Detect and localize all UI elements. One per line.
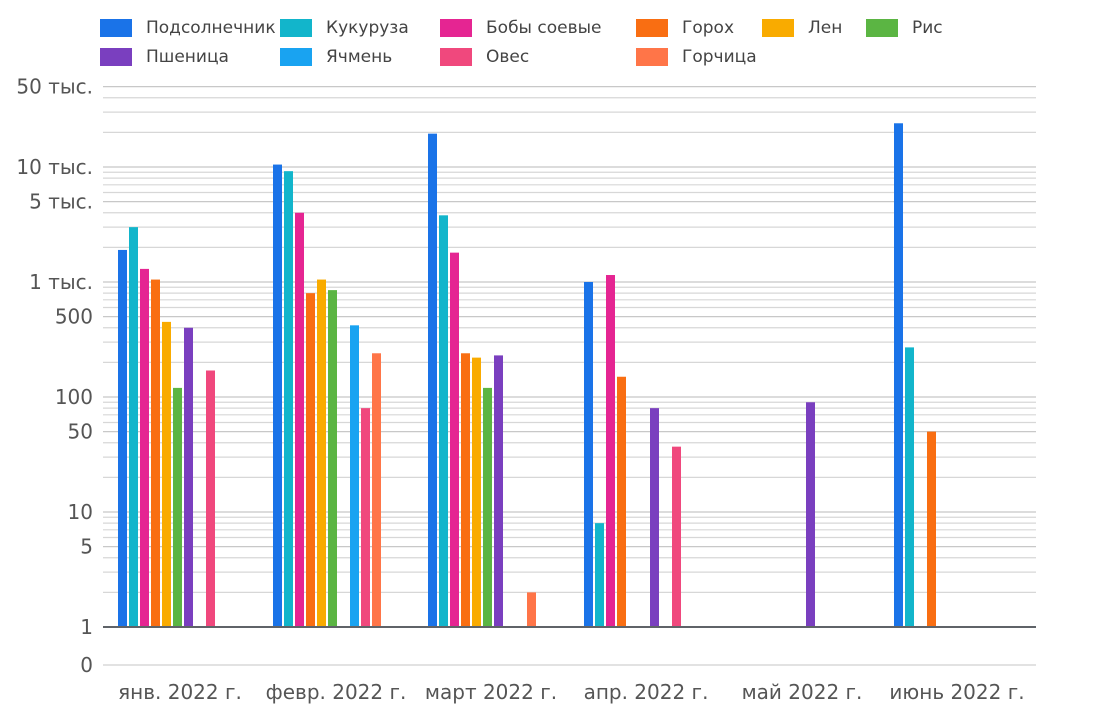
legend-label: Горчица: [682, 47, 757, 67]
legend-swatch: [280, 48, 312, 66]
bar-Кукуруза-апр. 2022 г.: [595, 523, 604, 627]
bar-Пшеница-апр. 2022 г.: [650, 408, 659, 627]
y-tick-label: 1 тыс.: [29, 270, 93, 294]
legend-item: Пшеница: [100, 47, 229, 67]
bar-Овес-февр. 2022 г.: [361, 408, 370, 627]
legend-swatch: [440, 48, 472, 66]
bar-Бобы соевые-февр. 2022 г.: [295, 212, 304, 627]
legend-label: Лен: [808, 18, 843, 38]
bar-Ячмень-февр. 2022 г.: [350, 325, 359, 627]
x-tick-label: май 2022 г.: [742, 680, 863, 704]
bar-Рис-янв. 2022 г.: [173, 387, 182, 627]
bar-Подсолнечник-июнь 2022 г.: [894, 123, 903, 628]
bar-Пшеница-май 2022 г.: [806, 402, 815, 627]
x-tick-label: апр. 2022 г.: [584, 680, 709, 704]
y-tick-label: 500: [55, 305, 93, 329]
bar-Горох-июнь 2022 г.: [927, 431, 936, 627]
bar-Горох-февр. 2022 г.: [306, 293, 315, 627]
y-tick-label: 100: [55, 385, 93, 409]
bar-Пшеница-янв. 2022 г.: [184, 327, 193, 627]
legend-item: Горох: [636, 18, 734, 38]
x-tick-label: июнь 2022 г.: [889, 680, 1024, 704]
bar-Овес-янв. 2022 г.: [206, 370, 215, 627]
bar-Подсолнечник-янв. 2022 г.: [118, 249, 127, 627]
legend-swatch: [280, 19, 312, 37]
bar-Горох-апр. 2022 г.: [617, 376, 626, 627]
legend-item: Рис: [866, 18, 943, 38]
bar-Лен-февр. 2022 г.: [317, 279, 326, 627]
y-tick-label: 10 тыс.: [16, 155, 93, 179]
bar-Горчица-февр. 2022 г.: [372, 353, 381, 627]
bar-Кукуруза-февр. 2022 г.: [284, 171, 293, 627]
bar-Лен-янв. 2022 г.: [162, 321, 171, 627]
legend-label: Горох: [682, 18, 735, 38]
x-tick-label: февр. 2022 г.: [266, 680, 407, 704]
y-tick-label: 5 тыс.: [29, 190, 93, 214]
bar-Лен-март 2022 г.: [472, 357, 481, 627]
y-tick-label: 5: [80, 535, 93, 559]
legend-item: Лен: [762, 18, 842, 38]
legend-item: Бобы соевые: [440, 18, 601, 38]
legend-item: Подсолнечник: [100, 18, 276, 38]
legend-item: Горчица: [636, 47, 757, 67]
legend-swatch: [100, 48, 132, 66]
legend-swatch: [762, 19, 794, 37]
x-tick-label: март 2022 г.: [425, 680, 557, 704]
legend-label: Ячмень: [326, 47, 393, 67]
bar-Горчица-март 2022 г.: [527, 592, 536, 627]
bar-Рис-февр. 2022 г.: [328, 290, 337, 627]
bar-Бобы соевые-апр. 2022 г.: [606, 275, 615, 627]
legend-label: Пшеница: [146, 47, 229, 67]
legend-item: Овес: [440, 47, 529, 67]
bar-Пшеница-март 2022 г.: [494, 355, 503, 627]
legend-label: Подсолнечник: [146, 18, 276, 38]
legend-item: Ячмень: [280, 47, 392, 67]
bar-Рис-март 2022 г.: [483, 387, 492, 627]
legend-swatch: [100, 19, 132, 37]
y-tick-label: 50 тыс.: [16, 75, 93, 99]
legend-label: Бобы соевые: [486, 18, 602, 38]
bar-Бобы соевые-янв. 2022 г.: [140, 268, 149, 627]
bar-Бобы соевые-март 2022 г.: [450, 252, 459, 627]
y-tick-label: 1: [80, 615, 93, 639]
gridlines: [103, 86, 1036, 666]
legend-swatch: [636, 19, 668, 37]
y-tick-label: 50: [68, 420, 93, 444]
bar-Подсолнечник-март 2022 г.: [428, 133, 437, 627]
legend-item: Кукуруза: [280, 18, 409, 38]
bar-Подсолнечник-февр. 2022 г.: [273, 164, 282, 627]
bar-Кукуруза-март 2022 г.: [439, 215, 448, 627]
bar-Горох-март 2022 г.: [461, 353, 470, 627]
legend-swatch: [440, 19, 472, 37]
bars: [118, 123, 936, 628]
bar-Кукуруза-янв. 2022 г.: [129, 227, 138, 628]
bar-Горох-янв. 2022 г.: [151, 279, 160, 627]
legend-swatch: [636, 48, 668, 66]
y-tick-label: 0: [80, 653, 93, 677]
x-tick-label: янв. 2022 г.: [118, 680, 242, 704]
legend-swatch: [866, 19, 898, 37]
legend-label: Рис: [912, 18, 943, 38]
bar-Овес-апр. 2022 г.: [672, 446, 681, 627]
legend-label: Кукуруза: [326, 18, 409, 38]
bar-Кукуруза-июнь 2022 г.: [905, 347, 914, 627]
legend-label: Овес: [486, 47, 530, 67]
bar-Подсолнечник-апр. 2022 г.: [584, 282, 593, 627]
y-tick-label: 10: [68, 500, 93, 524]
